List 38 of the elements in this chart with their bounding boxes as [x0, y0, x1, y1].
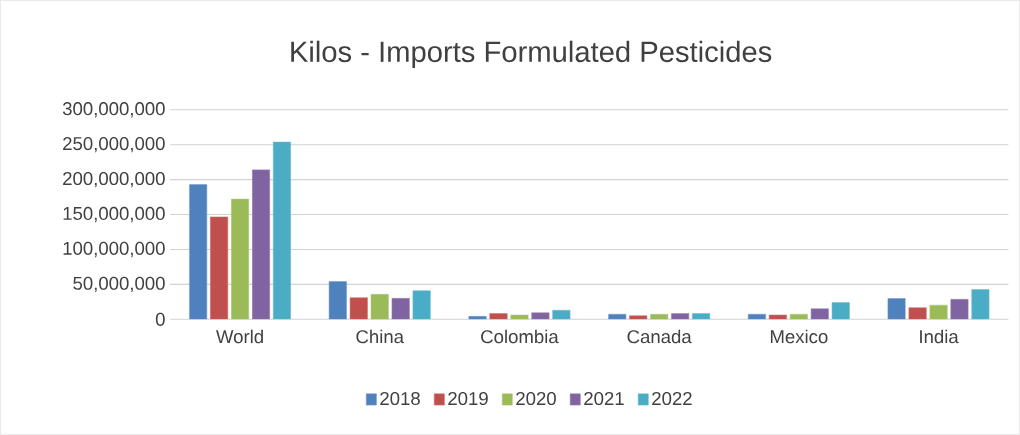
- chart-title: Kilos - Imports Formulated Pesticides: [291, 40, 772, 69]
- y-tick-label: 50,000,000: [73, 276, 165, 293]
- bar: [210, 216, 229, 320]
- legend-label: 2020: [516, 392, 556, 406]
- y-tick-label: 250,000,000: [63, 137, 165, 153]
- bar: [629, 315, 648, 320]
- bar: [768, 314, 787, 320]
- legend-label: 2018: [380, 392, 420, 406]
- bar: [272, 141, 291, 320]
- y-tick-label: 300,000,000: [62, 102, 165, 118]
- bar: [950, 299, 969, 320]
- x-tick-label: Mexico: [770, 329, 828, 344]
- bar: [231, 198, 250, 320]
- bar: [510, 314, 529, 320]
- legend-label: 2019: [448, 392, 488, 406]
- bar: [349, 297, 368, 320]
- bar: [328, 281, 347, 320]
- legend-label: 2021: [584, 392, 624, 406]
- bar: [650, 314, 669, 320]
- bar: [370, 294, 389, 320]
- x-tick-label: Canada: [627, 329, 692, 344]
- bar: [489, 313, 508, 320]
- y-tick-label: 100,000,000: [63, 241, 165, 258]
- bar: [189, 184, 207, 320]
- x-tick-label: China: [356, 329, 405, 344]
- x-tick-label: Colombia: [481, 329, 559, 344]
- bar: [971, 289, 990, 320]
- y-tick-label: 150,000,000: [63, 206, 165, 223]
- x-tick-label: India: [920, 329, 959, 344]
- bar: [412, 290, 431, 320]
- bar: [929, 304, 948, 320]
- y-tick-label: 200,000,000: [63, 172, 165, 188]
- y-tick-label: 0: [155, 312, 165, 327]
- legend-label: 2022: [652, 392, 692, 406]
- x-tick-label: World: [216, 329, 263, 344]
- bar: [252, 169, 270, 320]
- bar: [789, 314, 808, 320]
- bar: [908, 307, 927, 320]
